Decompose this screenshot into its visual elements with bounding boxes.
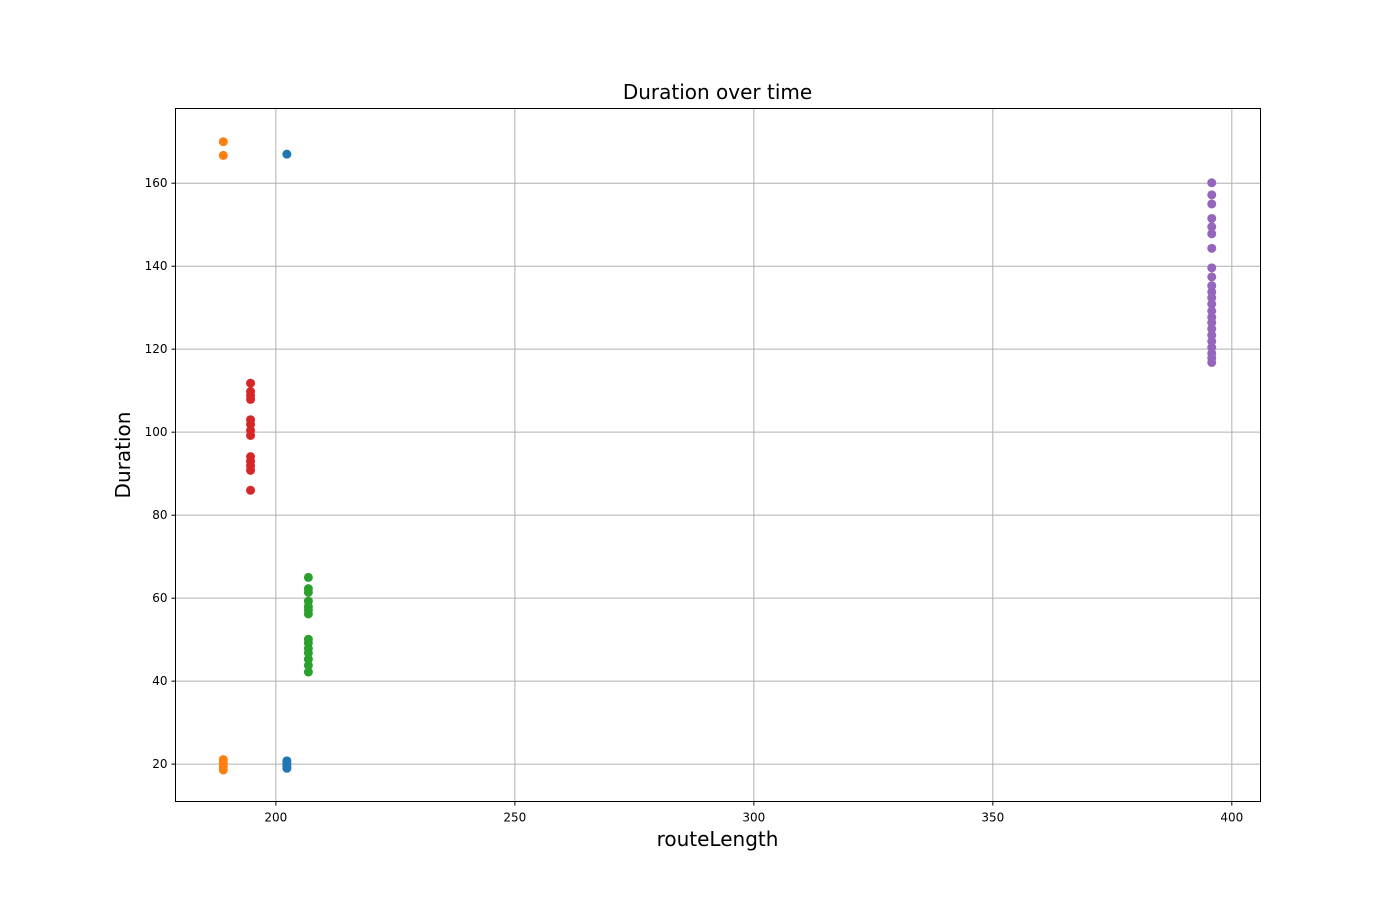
y-tick-label: 80 xyxy=(152,508,167,522)
data-point xyxy=(1207,330,1217,340)
y-tick-label: 20 xyxy=(152,757,167,771)
grid xyxy=(175,108,1261,802)
data-point xyxy=(303,572,313,582)
y-tick-label: 140 xyxy=(145,259,168,273)
y-tick-label: 120 xyxy=(145,342,168,356)
data-point xyxy=(303,648,313,658)
data-points xyxy=(218,137,1217,775)
y-tick-label: 100 xyxy=(145,425,168,439)
data-point xyxy=(303,587,313,597)
y-tick-label: 60 xyxy=(152,591,167,605)
x-tick-label: 300 xyxy=(742,811,765,825)
data-point xyxy=(1207,272,1217,282)
data-point xyxy=(303,654,313,664)
chart-title: Duration over time xyxy=(623,80,812,104)
data-point xyxy=(1207,324,1217,334)
data-point xyxy=(1207,190,1217,200)
y-tick-label: 40 xyxy=(152,674,167,688)
data-point xyxy=(218,765,228,775)
x-axis-ticks: 200 250 300 350 400 xyxy=(264,801,1243,825)
data-point xyxy=(246,485,256,495)
data-point xyxy=(1207,263,1217,273)
data-point xyxy=(246,465,256,475)
data-point xyxy=(218,137,228,147)
data-point xyxy=(303,609,313,619)
data-point xyxy=(246,430,256,440)
data-point xyxy=(1207,243,1217,253)
data-point xyxy=(1207,213,1217,223)
data-point xyxy=(1207,336,1217,346)
data-point xyxy=(1207,178,1217,188)
data-point xyxy=(1207,306,1217,316)
data-point xyxy=(1207,199,1217,209)
data-point xyxy=(246,378,256,388)
x-axis-label: routeLength xyxy=(657,827,779,851)
data-point xyxy=(303,660,313,670)
x-tick-label: 400 xyxy=(1220,811,1243,825)
data-point xyxy=(282,763,292,773)
x-tick-label: 350 xyxy=(981,811,1004,825)
data-point xyxy=(1207,229,1217,239)
data-point xyxy=(218,150,228,160)
data-point xyxy=(1207,357,1217,367)
y-axis-label: Duration xyxy=(111,412,135,499)
x-tick-label: 200 xyxy=(264,811,287,825)
data-point xyxy=(1207,222,1217,232)
plot-area-frame xyxy=(175,108,1261,802)
data-point xyxy=(246,419,256,429)
data-point xyxy=(282,149,292,159)
y-axis-ticks: 20 40 60 80 100 120 140 160 xyxy=(145,176,176,771)
data-point xyxy=(1207,293,1217,303)
data-point xyxy=(303,667,313,677)
data-point xyxy=(1207,299,1217,309)
x-tick-label: 250 xyxy=(503,811,526,825)
data-point xyxy=(1207,318,1217,328)
data-point xyxy=(246,394,256,404)
y-tick-label: 160 xyxy=(145,176,168,190)
data-point xyxy=(1207,281,1217,291)
